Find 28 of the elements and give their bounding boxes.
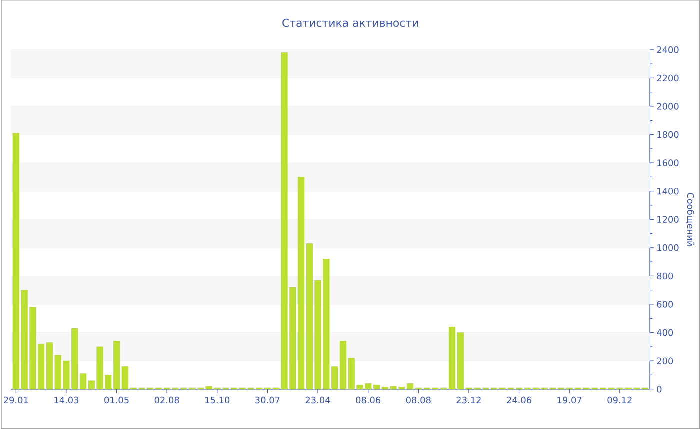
x-tick-label: 30.07 — [256, 396, 280, 404]
y-tick-label: 1800 — [658, 131, 679, 138]
x-tick-label: 24.06 — [507, 396, 532, 404]
x-tick-label: 02.08 — [154, 396, 180, 404]
y-tick-label: 400 — [657, 329, 674, 336]
y-tick-label: 1400 — [658, 188, 679, 195]
x-tick-label: 08.06 — [356, 396, 381, 404]
x-tick-label: 09.12 — [608, 396, 632, 404]
y-tick-label: 2200 — [657, 74, 679, 82]
chart-title: Статистика активности — [282, 18, 418, 27]
x-tick-label: 29.01 — [4, 396, 28, 404]
y-tick-label: 600 — [657, 300, 674, 308]
y-tick-label: 2400 — [657, 46, 679, 54]
x-tick-label: 23.12 — [456, 396, 481, 404]
y-tick-label: 1200 — [658, 216, 679, 223]
x-tick-label: 15.10 — [206, 396, 230, 404]
y-tick-label: 2000 — [657, 102, 679, 110]
y-tick-label: 800 — [657, 272, 674, 280]
x-tick-label: 23.04 — [306, 396, 330, 404]
x-tick-label: 01.05 — [104, 396, 129, 404]
x-tick-label: 14.03 — [54, 396, 79, 404]
x-tick-label: 08.08 — [406, 396, 431, 404]
x-tick-label: 19.07 — [558, 396, 582, 404]
y-axis-title: Сообщений — [686, 192, 694, 246]
y-tick-label: 0 — [657, 386, 662, 393]
y-tick-label: 1000 — [658, 244, 679, 252]
y-tick-label: 1600 — [658, 160, 679, 166]
y-tick-label: 200 — [657, 358, 674, 364]
